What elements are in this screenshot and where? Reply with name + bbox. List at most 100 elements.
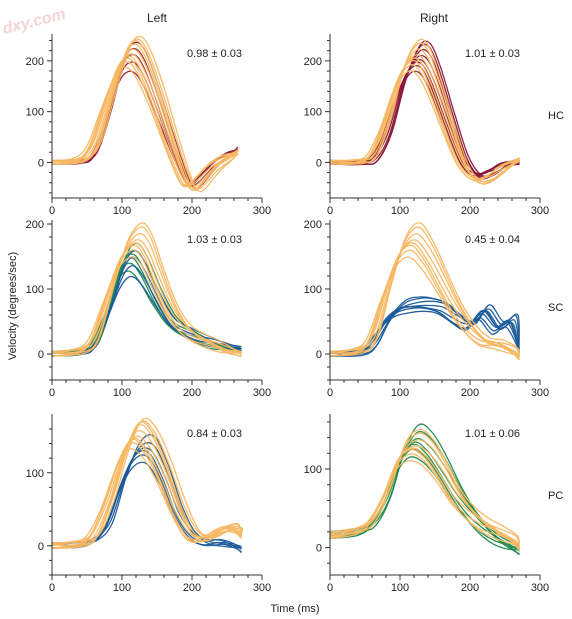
series-line-orange-8: [329, 428, 520, 549]
series-group: [329, 222, 520, 361]
series-line-green-6: [51, 242, 242, 353]
series-line-orange-1: [329, 256, 520, 357]
y-tick-label: 0: [38, 157, 44, 169]
series-line-maroon-4: [329, 58, 520, 175]
x-tick-label: 100: [113, 582, 131, 594]
x-tick-label: 200: [183, 582, 201, 594]
x-tick-label: 200: [183, 205, 201, 217]
series-line-orange-6: [51, 430, 242, 544]
series-line-orange-10: [51, 417, 244, 546]
series-line-orange-7: [329, 226, 520, 356]
gain-annotation: 0.45 ± 0.04: [465, 234, 520, 246]
y-tick-label: 200: [26, 219, 44, 231]
panel-sc-right: 0 100 200 300 0 100 200 0.45 ± 0.04: [304, 219, 550, 399]
series-line-blue-6: [51, 434, 242, 549]
series-line-maroon-7: [329, 43, 520, 180]
panels: 0 100 200 300 0 100 200 0.98 ± 0.03 0 100 200 300 0 1…: [26, 34, 550, 594]
series-line-orange-5: [51, 53, 239, 188]
series-group: [329, 423, 520, 556]
column-title-right: Right: [420, 11, 449, 25]
series-line-blue-7: [329, 297, 520, 356]
series-line-blue-2: [51, 265, 242, 354]
series-line-blue-8: [329, 296, 520, 357]
series-line-green-2: [51, 262, 242, 355]
series-group: [51, 417, 244, 553]
y-tick-label: 0: [316, 349, 322, 361]
x-tick-label: 100: [391, 387, 409, 399]
x-axis-title: Time (ms): [270, 603, 319, 615]
x-tick-label: 200: [461, 205, 479, 217]
series-group: [51, 35, 239, 193]
row-label-pc: PC: [548, 490, 563, 502]
x-tick-label: 300: [253, 387, 271, 399]
series-line-orange-4: [51, 55, 239, 186]
series-line-orange-2: [51, 61, 239, 188]
y-tick-label: 100: [26, 284, 44, 296]
series-group: [329, 38, 520, 185]
series-line-orange-10: [51, 35, 239, 193]
x-tick-label: 100: [391, 205, 409, 217]
x-tick-label: 300: [531, 582, 549, 594]
y-tick-label: 0: [38, 541, 44, 553]
y-tick-label: 100: [304, 107, 322, 119]
series-line-orange-8: [329, 222, 520, 359]
panel-hc-left: 0 100 200 300 0 100 200 0.98 ± 0.03: [26, 34, 271, 217]
y-tick-label: 100: [304, 464, 322, 476]
y-tick-label: 100: [26, 107, 44, 119]
gain-annotation: 0.84 ± 0.03: [187, 428, 242, 440]
gain-annotation: 1.03 ± 0.03: [187, 234, 242, 246]
x-tick-label: 0: [49, 205, 55, 217]
x-tick-label: 100: [113, 205, 131, 217]
series-line-orange-4: [51, 437, 242, 550]
column-title-left: Left: [147, 11, 168, 25]
x-tick-label: 300: [253, 582, 271, 594]
panel-pc-right: 0 100 200 300 0 100 1.01 ± 0.06: [304, 414, 549, 594]
x-tick-label: 200: [183, 387, 201, 399]
y-tick-label: 0: [38, 349, 44, 361]
x-tick-label: 300: [531, 205, 549, 217]
series-line-orange-5: [329, 54, 520, 183]
x-tick-label: 300: [253, 205, 271, 217]
x-tick-label: 100: [113, 387, 131, 399]
series-line-orange-9: [51, 420, 242, 549]
y-tick-label: 200: [304, 219, 322, 231]
series-line-orange-7: [51, 43, 239, 192]
y-axis-title: Velocity (degrees/sec): [7, 252, 19, 360]
series-line-green-7: [329, 423, 520, 550]
series-line-orange-8: [329, 38, 520, 183]
panel-pc-left: 0 100 200 300 0 100 0.84 ± 0.03: [26, 414, 271, 594]
series-line-orange-7: [51, 226, 242, 354]
y-tick-label: 100: [304, 284, 322, 296]
series-line-orange-8: [51, 421, 242, 549]
series-line-orange-1: [51, 256, 242, 354]
series-line-orange-7: [329, 42, 520, 185]
series-line-orange-9: [51, 38, 239, 190]
panel-sc-left: 0 100 200 300 0 100 200 1.03 ± 0.03: [26, 219, 272, 399]
series-line-orange-6: [329, 233, 520, 357]
series-line-orange-8: [51, 222, 242, 357]
series-line-orange-4: [51, 242, 242, 358]
x-tick-label: 0: [49, 582, 55, 594]
watermark-text: dxy.com: [1, 6, 68, 38]
gain-annotation: 0.98 ± 0.03: [187, 48, 242, 60]
series-line-blue-5: [329, 304, 520, 355]
x-tick-label: 0: [49, 387, 55, 399]
x-tick-label: 0: [327, 582, 333, 594]
x-tick-label: 100: [391, 582, 409, 594]
series-line-orange-1: [51, 448, 242, 544]
row-label-hc: HC: [548, 110, 564, 122]
series-line-orange-4: [329, 57, 520, 180]
y-tick-label: 0: [316, 157, 322, 169]
x-tick-label: 0: [327, 387, 333, 399]
series-line-orange-3: [329, 448, 520, 548]
series-group: [51, 222, 242, 358]
panel-hc-right: 0 100 200 300 0 100 200 1.01 ± 0.03: [304, 34, 549, 217]
x-tick-label: 0: [327, 205, 333, 217]
series-line-orange-8: [51, 40, 239, 190]
series-line-green-4: [329, 441, 520, 556]
gain-annotation: 1.01 ± 0.03: [465, 48, 520, 60]
series-line-orange-2: [51, 442, 242, 546]
series-line-orange-6: [51, 232, 242, 354]
row-label-sc: SC: [548, 302, 563, 314]
